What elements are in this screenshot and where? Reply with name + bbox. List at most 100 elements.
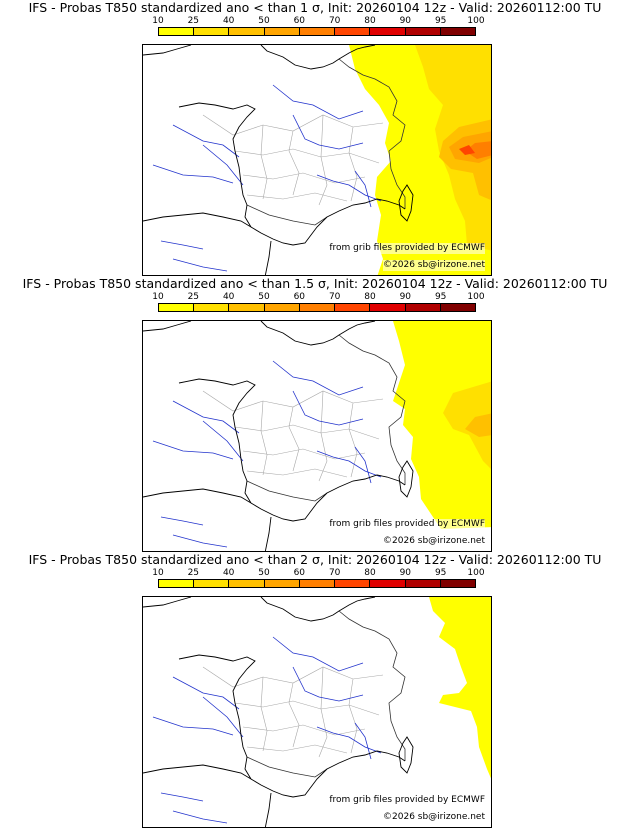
colorbar-segment	[405, 580, 441, 587]
probability-region	[429, 597, 491, 779]
colorbar: 10 25 40 50 60 70 80 90 95 100	[152, 16, 485, 36]
colorbar-tick: 80	[364, 292, 376, 302]
panel-title: IFS - Probas T850 standardized ano < tha…	[28, 552, 602, 567]
coastline	[143, 45, 406, 275]
colorbar-tick: 60	[293, 292, 306, 302]
colorbar-tick: 50	[258, 568, 270, 578]
colorbar-strip	[158, 27, 476, 36]
map-frame: from grib files provided by ECMWF ©2026 …	[142, 320, 492, 552]
colorbar-tick: 60	[293, 16, 306, 26]
colorbar-segment	[159, 28, 195, 35]
department-boundaries	[202, 666, 384, 758]
colorbar-tick: 40	[222, 568, 235, 578]
corsica-outline	[398, 736, 414, 774]
coastline	[143, 597, 406, 827]
probability-region	[465, 141, 491, 159]
colorbar-tick: 80	[364, 568, 376, 578]
country-borders	[246, 58, 406, 226]
credit-source: from grib files provided by ECMWF	[329, 243, 485, 254]
map-panel-1: IFS - Probas T850 standardized ano < tha…	[0, 0, 630, 276]
colorbar-tick: 70	[328, 16, 341, 26]
probability-region	[465, 413, 491, 437]
colorbar-segment	[264, 304, 300, 311]
panel-title: IFS - Probas T850 standardized ano < tha…	[28, 0, 602, 15]
credit-copyright: ©2026 sb@irizone.net	[383, 536, 485, 547]
colorbar-segment	[299, 304, 336, 311]
colorbar-segment	[229, 580, 265, 587]
credit-copyright: ©2026 sb@irizone.net	[383, 260, 485, 271]
credit-source: from grib files provided by ECMWF	[329, 519, 485, 530]
map-panel-2: IFS - Probas T850 standardized ano < tha…	[0, 276, 630, 552]
colorbar-segment	[335, 304, 371, 311]
colorbar-tick: 50	[258, 292, 270, 302]
colorbar-tick: 10	[152, 16, 164, 26]
colorbar-segment	[440, 28, 475, 35]
credit-source: from grib files provided by ECMWF	[329, 795, 485, 806]
corsica-outline	[398, 184, 414, 222]
probability-region	[443, 381, 491, 469]
colorbar: 10 25 40 50 60 70 80 90 95 100	[152, 568, 485, 588]
colorbar-segment	[370, 304, 406, 311]
colorbar-segment	[229, 28, 265, 35]
colorbar-segment	[159, 304, 195, 311]
colorbar-segment	[264, 28, 300, 35]
colorbar-segment	[335, 580, 371, 587]
corsica-outline	[398, 460, 414, 498]
colorbar-segment	[405, 304, 441, 311]
colorbar-segment	[370, 28, 406, 35]
colorbar-strip	[158, 303, 476, 312]
colorbar-tick: 100	[467, 292, 485, 302]
colorbar-tick: 10	[152, 292, 164, 302]
country-borders	[246, 610, 406, 778]
colorbar-segment	[194, 304, 230, 311]
colorbar-tick: 40	[222, 292, 235, 302]
map-frame: from grib files provided by ECMWF ©2026 …	[142, 596, 492, 828]
colorbar-tick: 50	[258, 16, 270, 26]
department-boundaries	[202, 390, 384, 482]
colorbar-tick: 90	[399, 16, 412, 26]
colorbar-tick: 10	[152, 568, 164, 578]
colorbar: 10 25 40 50 60 70 80 90 95 100	[152, 292, 485, 312]
colorbar-tick: 70	[328, 568, 341, 578]
rivers	[152, 360, 382, 548]
colorbar-segment	[194, 580, 230, 587]
colorbar-tick: 95	[434, 292, 447, 302]
colorbar-strip	[158, 579, 476, 588]
colorbar-segment	[229, 304, 265, 311]
colorbar-tick: 100	[467, 16, 485, 26]
map-svg	[143, 45, 491, 275]
map-svg	[143, 321, 491, 551]
credit-copyright: ©2026 sb@irizone.net	[383, 812, 485, 823]
map-svg	[143, 597, 491, 827]
colorbar-tick: 90	[399, 568, 412, 578]
colorbar-tick: 40	[222, 16, 235, 26]
colorbar-tick: 70	[328, 292, 341, 302]
colorbar-tick: 60	[293, 568, 306, 578]
colorbar-tick: 95	[434, 16, 447, 26]
colorbar-segment	[405, 28, 441, 35]
rivers	[152, 636, 382, 824]
map-panel-3: IFS - Probas T850 standardized ano < tha…	[0, 552, 630, 828]
map-frame: from grib files provided by ECMWF ©2026 …	[142, 44, 492, 276]
probability-region	[459, 145, 475, 155]
department-boundaries	[202, 114, 384, 206]
colorbar-segment	[264, 580, 300, 587]
colorbar-tick: 25	[187, 568, 200, 578]
colorbar-tick: 80	[364, 16, 376, 26]
coastline	[143, 321, 406, 551]
colorbar-tick: 90	[399, 292, 412, 302]
colorbar-segment	[440, 304, 475, 311]
colorbar-segment	[159, 580, 195, 587]
probability-region	[393, 321, 491, 529]
colorbar-tick: 25	[187, 16, 200, 26]
colorbar-tick: 95	[434, 568, 447, 578]
colorbar-segment	[299, 28, 336, 35]
colorbar-segment	[335, 28, 371, 35]
colorbar-tick: 25	[187, 292, 200, 302]
panel-title: IFS - Probas T850 standardized ano < tha…	[22, 276, 608, 291]
colorbar-segment	[299, 580, 336, 587]
colorbar-tick: 100	[467, 568, 485, 578]
colorbar-segment	[194, 28, 230, 35]
rivers	[152, 84, 382, 272]
colorbar-segment	[440, 580, 475, 587]
